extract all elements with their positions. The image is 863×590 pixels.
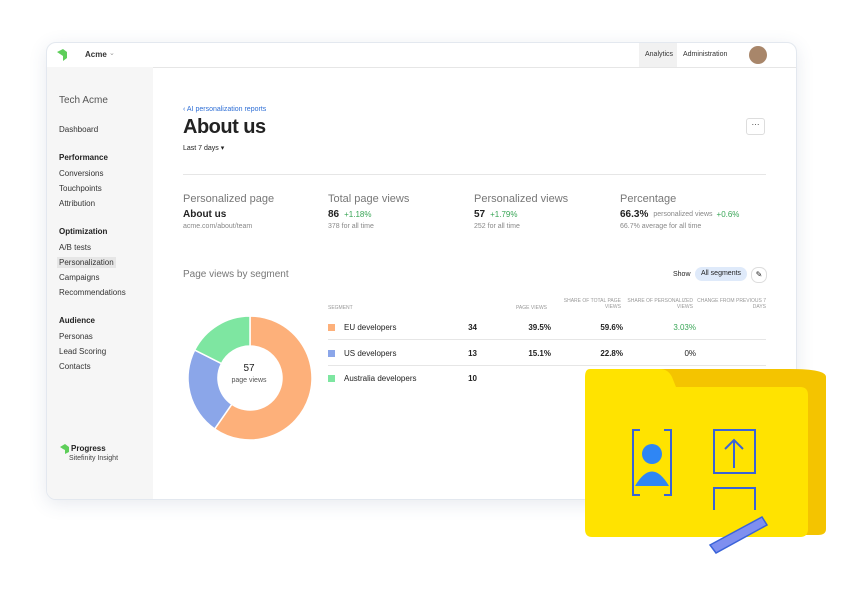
segment-name: EU developers <box>344 323 397 332</box>
column-header: SEGMENT <box>328 305 353 311</box>
stat-sub: 252 for all time <box>474 223 520 230</box>
nav-item[interactable]: Lead Scoring <box>59 347 107 356</box>
page-title: About us <box>183 116 266 138</box>
nav-item[interactable]: Campaigns <box>59 273 100 282</box>
back-link[interactable]: ‹ AI personalization reports <box>183 106 267 113</box>
segment-swatch <box>328 375 335 382</box>
stat-label: Total page views <box>328 193 410 205</box>
stat-label: Personalized views <box>474 193 569 205</box>
nav-item[interactable]: Conversions <box>59 169 104 178</box>
nav-item[interactable]: Contacts <box>59 362 91 371</box>
nav-item[interactable]: A/B tests <box>59 243 92 252</box>
nav-group-title: Performance <box>59 153 108 162</box>
stat-sub: 66.7% average for all time <box>620 223 702 230</box>
stat-change: +0.6% <box>716 210 740 219</box>
stat-label: Percentage <box>620 193 677 205</box>
workspace-name: Tech Acme <box>59 95 108 106</box>
donut-center-value: 57 <box>243 363 255 374</box>
folder-illustration <box>585 369 826 554</box>
donut-chart <box>187 315 313 441</box>
column-header: CHANGE FROM PREVIOUS 7 DAYS <box>697 298 766 310</box>
more-button[interactable]: ··· <box>746 118 765 135</box>
app-window: Acme ⌄ Analytics Administration Tech Acm… <box>46 42 797 500</box>
show-label: Show <box>673 271 691 278</box>
cell: 15.1% <box>528 348 551 358</box>
topbar: Acme ⌄ Analytics Administration <box>47 43 796 68</box>
nav-item[interactable]: Administration <box>683 51 728 58</box>
row-divider <box>328 339 766 340</box>
stat-label: Personalized page <box>183 193 275 205</box>
logo <box>57 49 67 61</box>
donut-center-label: page views <box>231 377 267 384</box>
nav-item[interactable]: Personas <box>59 332 93 341</box>
nav-item[interactable]: Personalization <box>57 257 116 268</box>
cell: 22.8% <box>600 348 623 358</box>
sidebar: Tech Acme Dashboard Performance Conversions… <box>47 67 153 499</box>
stat-value: About us <box>183 209 227 220</box>
avatar[interactable] <box>749 46 767 64</box>
cell: 34 <box>468 323 477 332</box>
edit-button[interactable]: ✎ <box>751 267 767 283</box>
segment-filter[interactable]: All segments <box>695 267 747 281</box>
stat-value: 86 <box>328 209 340 220</box>
stat-sub: acme.com/about/team <box>183 223 253 230</box>
section-title: Page views by segment <box>183 269 289 280</box>
nav-item[interactable]: Recommendations <box>59 288 126 297</box>
donut-segment <box>213 315 313 441</box>
nav-group-title: Audience <box>59 316 96 325</box>
stat-value: 66.3% <box>620 209 649 220</box>
column-header: SHARE OF PERSONALIZED VIEWS <box>627 298 693 310</box>
cell: 59.6% <box>600 323 623 332</box>
stat-change: +1.18% <box>344 210 372 219</box>
column-header[interactable]: PAGE VIEWS <box>515 305 547 311</box>
cell: 3.03% <box>673 323 696 332</box>
nav-item[interactable]: Analytics <box>645 51 674 58</box>
product: Sitefinity Insight <box>69 455 119 462</box>
stat-sub: 378 for all time <box>328 223 374 230</box>
nav-item[interactable]: Dashboard <box>59 125 99 134</box>
date-range-text[interactable]: Last 7 days <box>183 145 219 152</box>
donut-segment <box>193 315 251 365</box>
brand-logo <box>60 444 69 454</box>
org-name[interactable]: Acme <box>85 50 107 59</box>
cell: 10 <box>468 374 477 383</box>
row-divider <box>328 364 766 366</box>
dropdown-caret: ⌄ <box>109 50 115 57</box>
cell: 13 <box>468 348 477 358</box>
cell: 0% <box>684 348 696 358</box>
segment-name: US developers <box>344 348 397 358</box>
brand: Progress <box>71 444 106 453</box>
column-header: SHARE OF TOTAL PAGE VIEWS <box>563 298 621 310</box>
segment-name: Australia developers <box>344 374 417 383</box>
stat-note: personalized views <box>653 211 713 218</box>
segment-swatch <box>328 349 335 357</box>
segment-swatch <box>328 324 335 331</box>
nav-item[interactable]: Touchpoints <box>59 184 102 193</box>
stat-value: 57 <box>474 209 486 220</box>
cell: 39.5% <box>528 323 551 332</box>
back-link-text[interactable]: AI personalization reports <box>186 106 267 113</box>
stat-change: +1.79% <box>490 210 518 219</box>
date-range[interactable]: Last 7 days ▾ <box>183 145 225 152</box>
nav-group-title: Optimization <box>59 227 108 236</box>
nav-item[interactable]: Attribution <box>59 199 96 208</box>
